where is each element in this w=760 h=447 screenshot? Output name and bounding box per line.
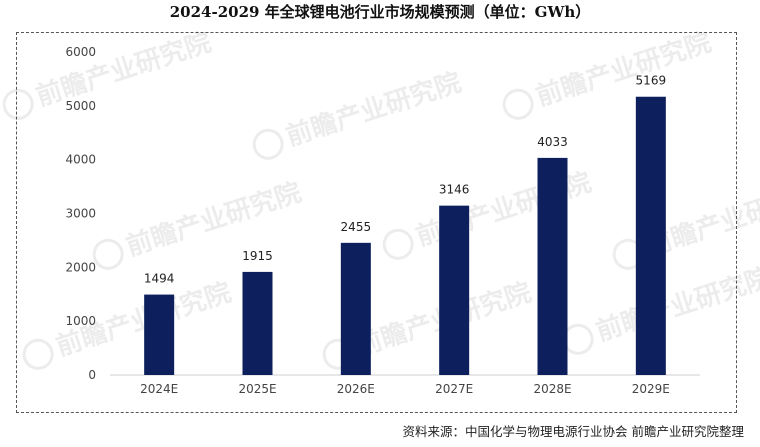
bar-2025E (242, 271, 273, 375)
watermark-logo-icon (2, 88, 34, 120)
data-label: 1915 (242, 249, 273, 263)
watermark: 前瞻产业研究院 (612, 177, 760, 270)
x-tick-label: 2025E (238, 382, 276, 396)
watermark-logo-icon (92, 238, 124, 270)
data-label: 3146 (439, 183, 470, 197)
x-tick-label: 2028E (533, 382, 571, 396)
watermark: 前瞻产业研究院 (252, 67, 465, 160)
source-note: 资料来源：中国化学与物理电源行业协会 前瞻产业研究院整理 (402, 424, 744, 439)
bar-2024E (144, 294, 175, 375)
y-tick-label: 3000 (65, 207, 96, 221)
y-tick-label: 6000 (65, 45, 96, 59)
watermark-logo-icon (252, 128, 284, 160)
y-tick-label: 4000 (65, 153, 96, 167)
bar-2027E (439, 205, 470, 375)
data-labels: 1494 1915 2455 3146 4033 5169 (144, 74, 666, 286)
bar-2026E (340, 242, 371, 375)
x-tick-label: 2026E (337, 382, 375, 396)
data-label: 5169 (636, 74, 667, 88)
watermark-logo-icon (502, 88, 534, 120)
y-tick-label: 5000 (65, 99, 96, 113)
x-tick-label: 2024E (140, 382, 178, 396)
watermark: 前瞻产业研究院 (502, 27, 715, 120)
watermark: 前瞻产业研究院 (22, 277, 235, 370)
chart-frame (16, 32, 737, 413)
watermark: 前瞻产业研究院 (2, 27, 215, 120)
y-tick-label: 0 (88, 368, 96, 382)
bar-2029E (635, 96, 666, 375)
watermark-text: 前瞻产业研究院 (592, 262, 760, 348)
x-tick-label: 2027E (435, 382, 473, 396)
watermark-logo-icon (22, 338, 54, 370)
bar-2028E (537, 157, 568, 375)
y-tick-label: 1000 (65, 314, 96, 328)
data-label: 4033 (537, 135, 568, 149)
watermark-text: 前瞻产业研究院 (532, 27, 715, 113)
y-axis: 0 1000 2000 3000 4000 5000 6000 (65, 45, 96, 382)
data-label: 1494 (144, 272, 175, 286)
watermark-text: 前瞻产业研究院 (282, 67, 465, 153)
watermark-text: 前瞻产业研究院 (122, 177, 305, 263)
x-tick-label: 2029E (632, 382, 670, 396)
x-axis: 2024E 2025E 2026E 2027E 2028E 2029E (110, 374, 700, 396)
chart-title: 2024-2029 年全球锂电池行业市场规模预测（单位：GWh） (169, 3, 591, 21)
bar-series (144, 96, 666, 375)
watermark-text: 前瞻产业研究院 (32, 27, 215, 113)
watermark-logo-icon (382, 228, 414, 260)
y-tick-label: 2000 (65, 260, 96, 274)
data-label: 2455 (341, 220, 372, 234)
